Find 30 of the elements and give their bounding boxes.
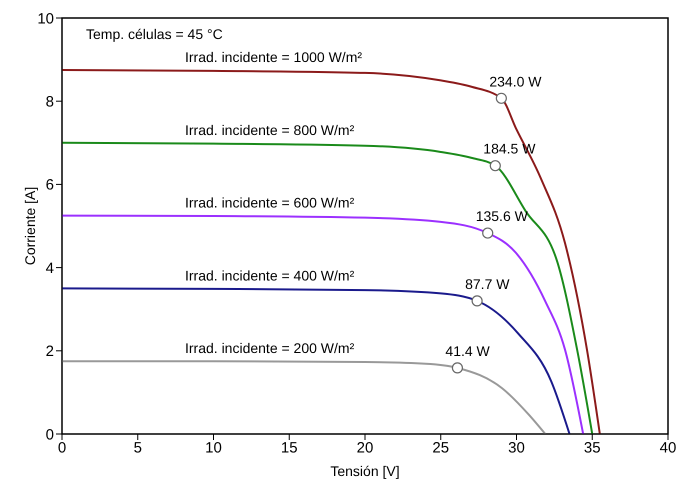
line-series	[62, 360, 546, 434]
line-series	[62, 69, 601, 434]
annotation: 87.7 W	[465, 276, 510, 292]
series-label: Irrad. incidente = 200 W/m²	[185, 340, 355, 356]
x-tick-label: 20	[356, 440, 374, 457]
y-tick-label: 6	[46, 176, 54, 194]
line-series	[62, 142, 594, 434]
y-tick-label: 2	[46, 343, 54, 360]
annotation: 135.6 W	[476, 208, 529, 224]
x-tick-label: 10	[205, 440, 222, 457]
annotation: 41.4 W	[445, 342, 491, 359]
y-tick-label: 4	[46, 260, 54, 277]
x-tick-label: 15	[280, 440, 298, 457]
series-label: Irrad. incidente = 1000 W/m²	[185, 49, 362, 65]
x-tick-label: 25	[432, 440, 450, 457]
x-tick-label: 40	[660, 440, 676, 457]
x-tick-label: 30	[508, 440, 525, 457]
annotation: 234.0 W	[489, 73, 542, 90]
x-tick-label: 0	[58, 440, 66, 457]
series-label: Irrad. incidente = 600 W/m²	[185, 194, 355, 211]
series-label: Irrad. incidente = 800 W/m²	[185, 122, 355, 138]
y-axis-title: Corriente [A]	[22, 186, 38, 266]
y-tick-label: 10	[37, 10, 54, 28]
x-tick-label: 5	[134, 440, 142, 457]
y-tick-label: 0	[46, 426, 54, 444]
series-label: Irrad. incidente = 400 W/m²	[185, 267, 355, 284]
annotation: Temp. células = 45 °C	[86, 26, 223, 42]
x-axis-title: Tensión [V]	[330, 463, 400, 479]
x-tick-label: 35	[584, 440, 601, 457]
y-tick-label: 8	[46, 94, 54, 111]
